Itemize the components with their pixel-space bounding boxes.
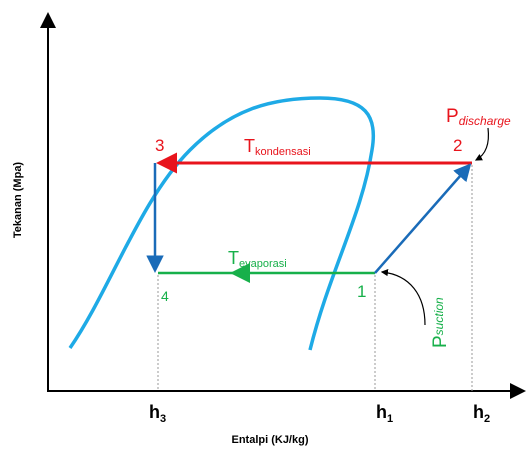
suction-label: Psuction [430, 297, 451, 348]
discharge-pointer [474, 127, 490, 161]
subscript: kondensasi [255, 146, 311, 158]
symbol: h [473, 402, 484, 422]
evaporation-label: Tevaporasi [228, 248, 287, 270]
subscript: discharge [459, 114, 511, 128]
point-label: 3 [155, 136, 164, 155]
symbol: P [430, 335, 451, 348]
subscript: evaporasi [239, 258, 287, 270]
point-label: 2 [453, 136, 462, 155]
point-label: 1 [357, 282, 366, 301]
point-label: 4 [161, 288, 169, 304]
symbol: T [228, 248, 239, 268]
y-axis-label: Tekanan (Mpa) [12, 162, 24, 239]
saturation-dome [68, 96, 376, 351]
discharge-label: Pdischarge [446, 106, 511, 128]
x-axis-label: Entalpi (KJ/kg) [231, 434, 308, 446]
h3-label: h3 [149, 402, 166, 425]
subscript: 2 [484, 413, 490, 425]
symbol: h [376, 402, 387, 422]
symbol: h [149, 402, 160, 422]
subscript: suction [432, 297, 446, 335]
symbol: T [244, 136, 255, 156]
symbol: P [446, 106, 459, 127]
h2-label: h2 [473, 402, 490, 425]
condensation-label: Tkondensasi [244, 136, 311, 158]
suction-pointer [380, 269, 426, 326]
compression-line [374, 163, 472, 274]
subscript: 1 [387, 413, 393, 425]
h1-label: h1 [376, 402, 393, 425]
subscript: 3 [160, 413, 166, 425]
guides [157, 165, 473, 391]
